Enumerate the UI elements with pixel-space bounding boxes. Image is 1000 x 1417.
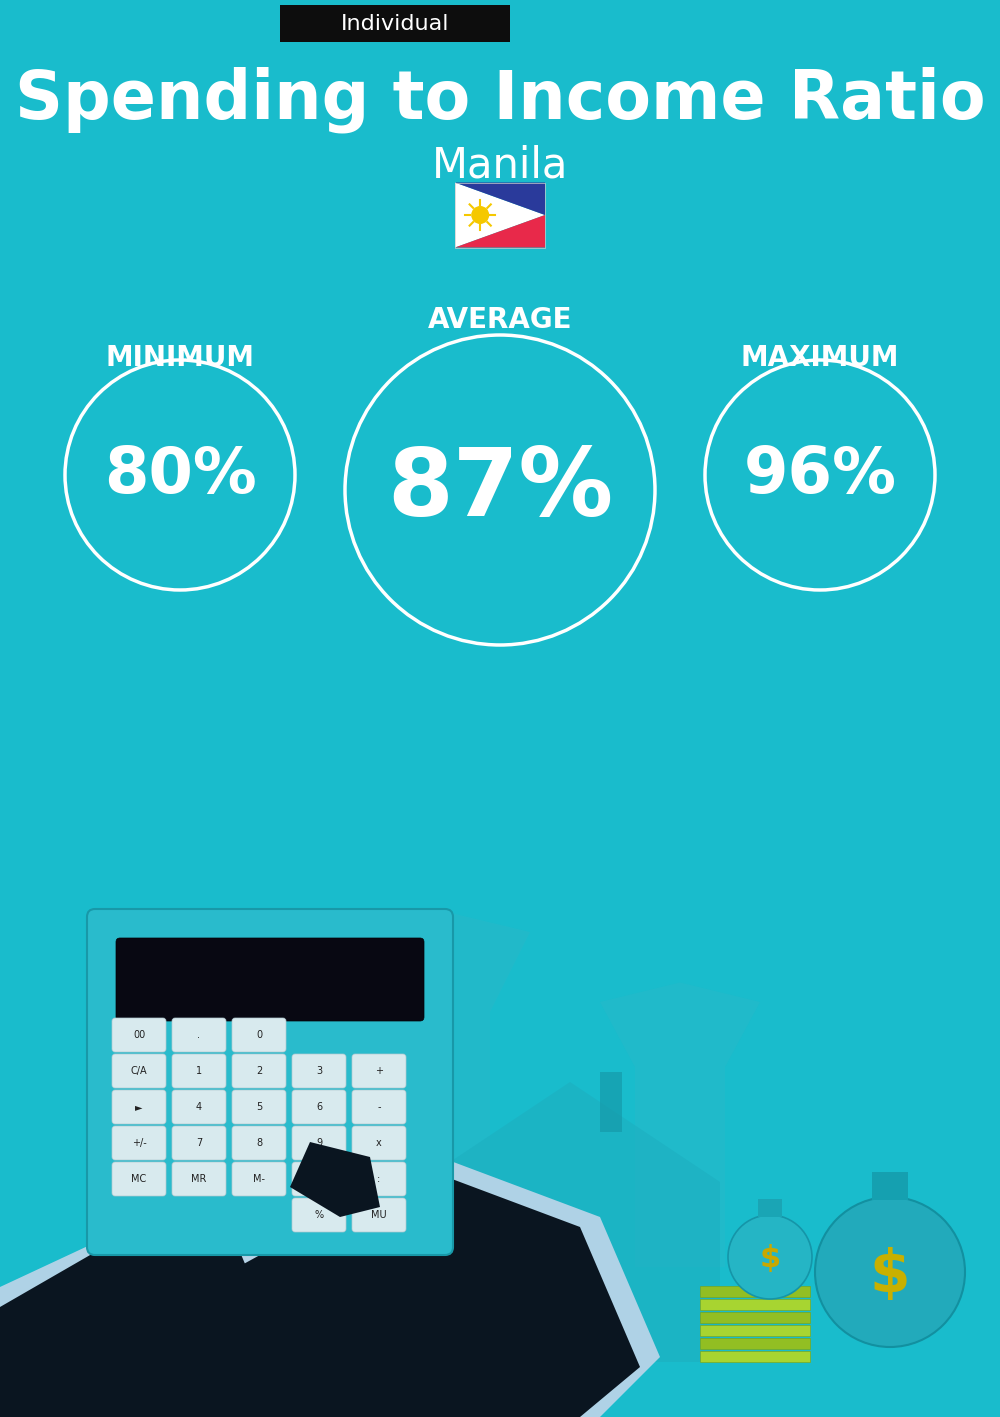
Polygon shape <box>330 908 530 1263</box>
Text: 1: 1 <box>196 1066 202 1076</box>
Polygon shape <box>0 1231 280 1417</box>
Polygon shape <box>455 183 545 248</box>
Text: 3: 3 <box>316 1066 322 1076</box>
FancyBboxPatch shape <box>112 1054 166 1088</box>
Text: 00: 00 <box>133 1030 145 1040</box>
Polygon shape <box>455 215 545 248</box>
FancyBboxPatch shape <box>292 1127 346 1161</box>
FancyBboxPatch shape <box>172 1054 226 1088</box>
FancyBboxPatch shape <box>87 908 453 1255</box>
Text: 8: 8 <box>256 1138 262 1148</box>
Text: 5: 5 <box>256 1102 262 1112</box>
Bar <box>700 1299 810 1309</box>
Polygon shape <box>290 1142 380 1217</box>
FancyBboxPatch shape <box>352 1054 406 1088</box>
Text: 4: 4 <box>196 1102 202 1112</box>
FancyBboxPatch shape <box>352 1162 406 1196</box>
FancyBboxPatch shape <box>232 1090 286 1124</box>
FancyBboxPatch shape <box>116 938 424 1022</box>
Text: 80%: 80% <box>104 444 256 506</box>
Text: 96%: 96% <box>744 444 896 506</box>
FancyBboxPatch shape <box>172 1017 226 1051</box>
Text: 6: 6 <box>316 1102 322 1112</box>
FancyBboxPatch shape <box>232 1162 286 1196</box>
Text: 2: 2 <box>256 1066 262 1076</box>
FancyBboxPatch shape <box>292 1054 346 1088</box>
FancyBboxPatch shape <box>352 1090 406 1124</box>
Text: 7: 7 <box>196 1138 202 1148</box>
Text: Individual: Individual <box>341 14 449 34</box>
Text: $: $ <box>759 1244 781 1274</box>
Text: +/-: +/- <box>132 1138 146 1148</box>
Text: M-: M- <box>253 1175 265 1185</box>
Text: MINIMUM: MINIMUM <box>106 344 254 373</box>
Text: $: $ <box>870 1247 910 1304</box>
Bar <box>700 1350 810 1362</box>
Bar <box>280 6 510 43</box>
FancyBboxPatch shape <box>172 1162 226 1196</box>
Text: -: - <box>377 1102 381 1112</box>
Text: MR: MR <box>191 1175 207 1185</box>
Text: C/A: C/A <box>131 1066 147 1076</box>
Text: MC: MC <box>131 1175 147 1185</box>
Text: .: . <box>198 1030 200 1040</box>
Text: 9: 9 <box>316 1138 322 1148</box>
Bar <box>700 1338 810 1349</box>
Text: MAXIMUM: MAXIMUM <box>741 344 899 373</box>
FancyBboxPatch shape <box>292 1197 346 1231</box>
Polygon shape <box>0 1217 300 1417</box>
Bar <box>700 1312 810 1323</box>
Text: Manila: Manila <box>432 145 568 186</box>
Bar <box>758 1199 782 1217</box>
FancyBboxPatch shape <box>292 1162 346 1196</box>
Polygon shape <box>455 183 545 215</box>
FancyBboxPatch shape <box>292 1090 346 1124</box>
FancyBboxPatch shape <box>352 1197 406 1231</box>
FancyBboxPatch shape <box>352 1127 406 1161</box>
Text: :: : <box>377 1175 381 1185</box>
Bar <box>700 1325 810 1336</box>
Text: Spending to Income Ratio: Spending to Income Ratio <box>15 67 985 133</box>
Bar <box>420 1182 720 1362</box>
FancyBboxPatch shape <box>112 1017 166 1051</box>
Text: 87%: 87% <box>387 444 613 536</box>
FancyBboxPatch shape <box>112 1127 166 1161</box>
Circle shape <box>471 205 489 224</box>
Polygon shape <box>600 982 760 1267</box>
Bar <box>548 1272 592 1362</box>
Polygon shape <box>420 1083 720 1182</box>
FancyBboxPatch shape <box>112 1162 166 1196</box>
Bar <box>872 1172 908 1200</box>
Text: %: % <box>314 1210 324 1220</box>
Text: AVERAGE: AVERAGE <box>428 306 572 334</box>
FancyBboxPatch shape <box>232 1017 286 1051</box>
Circle shape <box>728 1214 812 1299</box>
Circle shape <box>815 1197 965 1348</box>
FancyBboxPatch shape <box>172 1090 226 1124</box>
FancyBboxPatch shape <box>112 1090 166 1124</box>
Text: M+: M+ <box>311 1175 327 1185</box>
FancyBboxPatch shape <box>172 1127 226 1161</box>
Text: 0: 0 <box>256 1030 262 1040</box>
Text: +: + <box>375 1066 383 1076</box>
Bar <box>455 183 545 248</box>
Bar <box>700 1287 810 1297</box>
Text: MU: MU <box>371 1210 387 1220</box>
Text: x: x <box>376 1138 382 1148</box>
Polygon shape <box>200 1158 660 1417</box>
FancyBboxPatch shape <box>232 1127 286 1161</box>
FancyBboxPatch shape <box>232 1054 286 1088</box>
Text: ►: ► <box>135 1102 143 1112</box>
Polygon shape <box>220 1168 640 1417</box>
Bar <box>600 1073 622 1132</box>
